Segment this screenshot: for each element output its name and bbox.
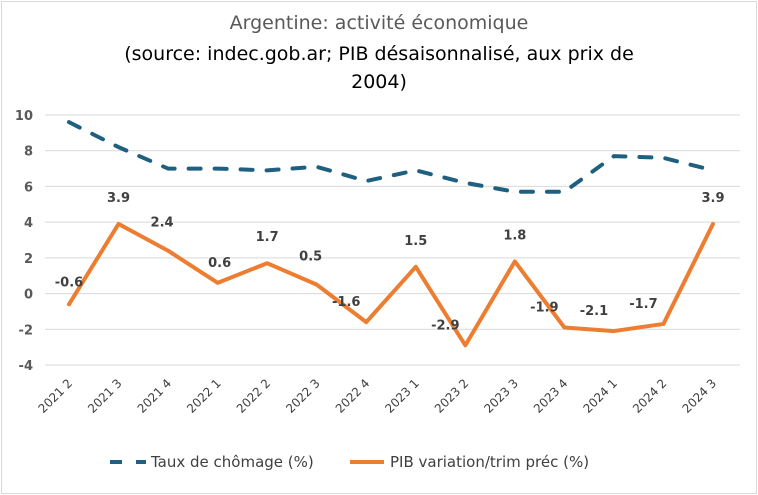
data-label: 3.9 — [701, 191, 724, 206]
data-labels: -0.6 3.9 2.4 0.6 1.7 0.5 -1.6 1.5 -2.9 1.8 -1.9 -2.… — [55, 191, 725, 333]
y-tick-label: 6 — [24, 180, 33, 195]
y-tick-label: -4 — [19, 359, 33, 374]
data-label: -0.6 — [55, 275, 83, 290]
data-label: 2.4 — [151, 216, 174, 231]
series-line-unemployment — [67, 120, 715, 194]
legend-label-unemployment: Taux de chômage (%) — [150, 453, 314, 471]
chart-subtitle-line-2: 2004) — [351, 71, 407, 93]
y-axis: 10 8 6 4 2 0 -2 -4 — [15, 109, 33, 374]
x-tick-label: 2022 1 — [184, 376, 224, 416]
y-tick-label: -2 — [19, 323, 33, 338]
data-label: -1.9 — [530, 301, 558, 316]
data-label: -2.9 — [431, 318, 459, 333]
data-label: 0.5 — [299, 250, 322, 265]
y-tick-label: 4 — [24, 216, 33, 231]
gridlines — [45, 114, 740, 366]
x-axis: 2021 2 2021 3 2021 4 2022 1 2022 2 2022 3 2022… — [36, 376, 720, 416]
data-label: 1.8 — [503, 228, 526, 243]
data-label: 1.5 — [404, 234, 427, 249]
y-tick-label: 0 — [24, 288, 33, 303]
x-tick-label: 2021 3 — [85, 376, 125, 416]
y-tick-label: 2 — [24, 252, 33, 267]
y-tick-label: 8 — [24, 145, 33, 160]
x-tick-label: 2022 2 — [234, 376, 274, 416]
x-tick-label: 2023 3 — [481, 376, 521, 416]
data-label: 3.9 — [107, 191, 130, 206]
series-group — [67, 120, 715, 348]
legend[interactable]: Taux de chômage (%) PIB variation/trim pr… — [110, 453, 589, 471]
chart-subtitle-line-1: (source: indec.gob.ar; PIB désaisonnalis… — [124, 43, 634, 65]
data-label: -1.6 — [332, 295, 360, 310]
x-tick-label: 2023 4 — [531, 376, 571, 416]
data-label: 0.6 — [208, 256, 231, 271]
x-tick-label: 2021 4 — [135, 376, 175, 416]
x-tick-label: 2024 1 — [580, 376, 620, 416]
x-tick-label: 2023 2 — [432, 376, 472, 416]
x-tick-label: 2024 3 — [680, 376, 720, 416]
chart-subtitle: (source: indec.gob.ar; PIB désaisonnalis… — [0, 40, 758, 96]
series-line-gdp — [67, 221, 715, 348]
x-tick-label: 2022 4 — [333, 376, 373, 416]
x-tick-label: 2021 2 — [36, 376, 76, 416]
chart-title: Argentine: activité économique — [229, 12, 529, 34]
x-tick-label: 2023 1 — [382, 376, 422, 416]
data-label: 1.7 — [256, 230, 279, 245]
data-label: -1.7 — [629, 297, 657, 312]
y-tick-label: 10 — [15, 109, 33, 124]
x-tick-label: 2022 3 — [283, 376, 323, 416]
data-label: -2.1 — [580, 304, 608, 319]
x-tick-label: 2024 2 — [630, 376, 670, 416]
legend-label-gdp: PIB variation/trim préc (%) — [390, 453, 589, 471]
